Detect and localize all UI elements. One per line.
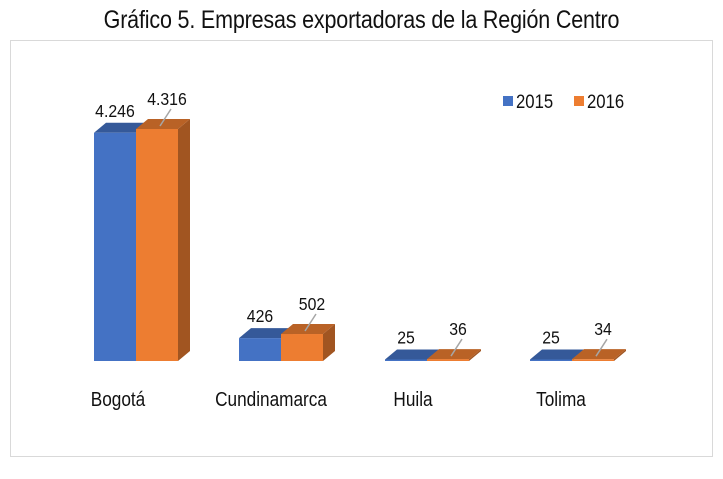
data-label-2016-Cundinamarca: 502 bbox=[299, 294, 325, 314]
legend-label-2015: 2015 bbox=[516, 91, 553, 112]
category-label-Tolima: Tolima bbox=[536, 388, 586, 411]
category-label-Bogotá: Bogotá bbox=[91, 388, 146, 411]
bar-2015-Cundinamarca bbox=[239, 338, 281, 361]
data-label-leader-line bbox=[304, 313, 317, 332]
bar-top-2016-Huila bbox=[427, 349, 481, 360]
data-label-2016-Huila: 36 bbox=[449, 319, 467, 339]
bar-top-2015-Cundinamarca bbox=[239, 328, 293, 339]
bar-2015-Huila bbox=[385, 359, 427, 361]
legend-label-2016: 2016 bbox=[587, 91, 624, 112]
bar-2015-Bogotá bbox=[94, 132, 136, 361]
category-label-Huila: Huila bbox=[393, 388, 433, 411]
data-label-leader-line bbox=[450, 338, 463, 357]
bar-2016-Cundinamarca bbox=[281, 334, 323, 361]
data-label-2015-Huila: 25 bbox=[397, 328, 415, 348]
bar-2016-Huila bbox=[427, 359, 469, 361]
category-label-Cundinamarca: Cundinamarca bbox=[215, 388, 327, 411]
bar-side-2016-Tolima bbox=[614, 349, 626, 361]
data-label-2016-Bogotá: 4.316 bbox=[147, 89, 187, 109]
bar-side-2016-Cundinamarca bbox=[323, 324, 335, 361]
bar-top-2016-Cundinamarca bbox=[281, 324, 335, 335]
data-label-2015-Bogotá: 4.246 bbox=[95, 101, 135, 121]
data-label-leader-line bbox=[595, 338, 608, 357]
bar-2016-Bogotá bbox=[136, 129, 178, 361]
bar-top-2016-Bogotá bbox=[136, 119, 190, 129]
chart-title: Gráfico 5. Empresas exportadoras de la R… bbox=[103, 6, 620, 34]
data-label-leader-line bbox=[159, 108, 172, 127]
legend-swatch-2016 bbox=[574, 96, 584, 106]
data-label-2015-Tolima: 25 bbox=[542, 328, 560, 348]
bar-top-2015-Huila bbox=[385, 349, 439, 360]
legend-swatch-2015 bbox=[503, 96, 513, 106]
bar-2016-Tolima bbox=[572, 359, 614, 361]
bar-top-2015-Bogotá bbox=[94, 122, 148, 133]
data-label-2016-Tolima: 34 bbox=[594, 319, 612, 339]
data-label-2015-Cundinamarca: 426 bbox=[247, 306, 273, 326]
bar-2015-Tolima bbox=[530, 359, 572, 361]
bar-top-2016-Tolima bbox=[572, 349, 626, 360]
bar-top-2015-Tolima bbox=[530, 349, 584, 360]
bar-side-2016-Bogotá bbox=[178, 119, 190, 361]
bar-side-2016-Huila bbox=[469, 349, 481, 361]
